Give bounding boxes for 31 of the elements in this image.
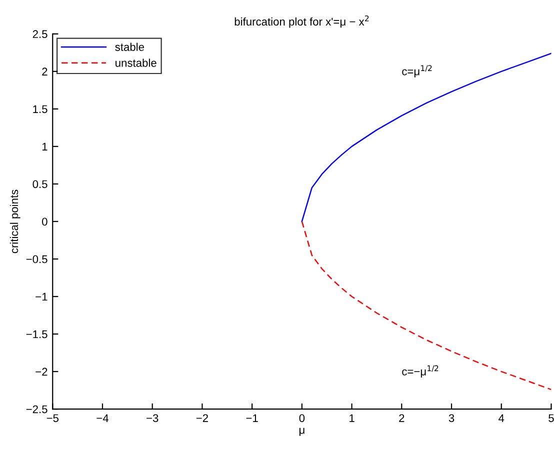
x-tick-label: −4 <box>96 414 108 422</box>
legend-label: stable <box>115 42 144 51</box>
y-tick-label: −2.5 <box>26 405 48 414</box>
y-tick-label: −1 <box>36 292 48 301</box>
x-axis-title: μ <box>299 428 304 436</box>
annotation: c=μ$^{1/2}$ <box>402 65 432 78</box>
line-series <box>301 220 552 390</box>
y-tick-label: 2 <box>42 68 48 76</box>
legend-label: unstable <box>116 58 156 67</box>
x-tick-label: −2 <box>196 414 208 422</box>
x-tick-label: −1 <box>246 414 258 422</box>
line-series <box>301 52 552 222</box>
x-tick-label: 1 <box>350 414 354 422</box>
y-tick-label: −1.5 <box>26 330 48 338</box>
y-tick-label: −2 <box>36 368 48 376</box>
y-tick-label: 1 <box>42 142 48 150</box>
y-tick-label: 0.5 <box>32 180 48 188</box>
y-tick-label: −0.5 <box>26 255 48 264</box>
y-tick-label: 0 <box>42 218 48 226</box>
chart-title: bifurcation plot for x'=μ − x$^{2}$ <box>234 15 369 28</box>
x-tick-label: 2 <box>399 414 404 422</box>
x-tick-label: 5 <box>548 414 554 422</box>
x-tick-label: 3 <box>448 414 454 422</box>
x-tick-label: −3 <box>146 414 158 422</box>
x-tick-label: 0 <box>299 414 305 422</box>
y-tick-label: 1.5 <box>33 105 48 114</box>
y-axis-title: critical points <box>10 190 20 254</box>
x-tick-label: −5 <box>46 414 58 422</box>
x-tick-label: 4 <box>498 414 504 422</box>
y-tick-label: 2.5 <box>32 30 48 38</box>
annotation: c=−μ$^{1/2}$ <box>402 365 438 378</box>
